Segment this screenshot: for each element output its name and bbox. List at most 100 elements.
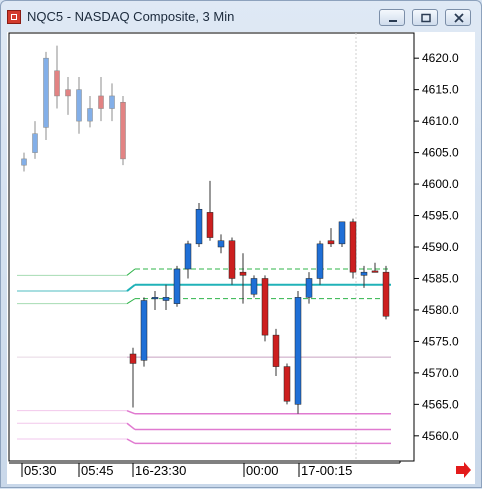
candle-body — [250, 278, 258, 295]
y-tick-label: 4620.0 — [422, 51, 459, 65]
prior-candle[interactable] — [87, 95, 93, 128]
prior-candle-body — [43, 57, 49, 128]
maximize-icon — [421, 13, 431, 23]
prior-candle-wrap — [109, 83, 115, 122]
candle[interactable] — [272, 328, 280, 377]
candle[interactable] — [184, 240, 192, 279]
prior-candle[interactable] — [76, 77, 82, 134]
candle[interactable] — [217, 234, 225, 254]
candle-body — [382, 271, 390, 317]
candle[interactable] — [250, 275, 258, 298]
prior-candle-body — [87, 108, 93, 122]
candle[interactable] — [162, 284, 170, 310]
prior-candle-body — [109, 95, 115, 109]
candle-body — [129, 353, 137, 364]
level-step — [126, 298, 136, 305]
title-bar[interactable]: NQC5 - NASDAQ Composite, 3 Min — [1, 1, 481, 31]
candle-body — [349, 221, 357, 273]
candle[interactable] — [360, 265, 368, 288]
minimize-icon — [389, 20, 397, 22]
candle[interactable] — [173, 265, 181, 307]
candle[interactable] — [206, 180, 214, 241]
candle[interactable] — [338, 221, 346, 247]
level-low-2 — [17, 422, 391, 431]
level-step — [126, 283, 136, 292]
close-icon — [454, 13, 464, 23]
prior-candle-wrap — [87, 95, 93, 128]
prior-candle-body — [54, 70, 60, 97]
candle-body — [371, 270, 379, 273]
level-low-3 — [17, 438, 391, 445]
prior-candle-wrap — [54, 45, 60, 109]
candle-body — [327, 240, 335, 245]
x-tick-label: 17-00:15 — [301, 463, 352, 478]
current-session-candles — [129, 180, 390, 414]
prior-candle-wrap — [120, 95, 126, 166]
scroll-right-button[interactable] — [456, 462, 471, 478]
candle[interactable] — [283, 363, 291, 405]
candle[interactable] — [129, 347, 137, 408]
level-step — [126, 268, 136, 276]
candle[interactable] — [349, 218, 357, 279]
candle[interactable] — [140, 297, 148, 367]
prior-candle[interactable] — [120, 95, 126, 166]
prior-candle[interactable] — [65, 77, 71, 115]
maximize-button[interactable] — [412, 9, 438, 26]
candle[interactable] — [371, 262, 379, 273]
candle[interactable] — [305, 272, 313, 304]
candle-body — [261, 278, 269, 336]
prior-candle-body — [98, 95, 104, 109]
prior-candle[interactable] — [32, 121, 38, 159]
y-tick-label: 4600.0 — [422, 177, 459, 191]
minimize-button[interactable] — [379, 9, 405, 26]
candle[interactable] — [228, 237, 236, 285]
y-tick-label: 4590.0 — [422, 240, 459, 254]
window-title: NQC5 - NASDAQ Composite, 3 Min — [27, 9, 235, 24]
x-tick-label: 05:45 — [81, 463, 114, 478]
prior-candle[interactable] — [109, 83, 115, 122]
level-low-1 — [17, 409, 391, 415]
prior-candle-body — [65, 89, 71, 97]
candle-body — [294, 297, 302, 405]
chart-app-icon[interactable] — [7, 10, 21, 24]
prior-candle-body — [120, 101, 126, 160]
candle[interactable] — [327, 228, 335, 247]
price-axis[interactable]: 4620.0 4615.0 4610.0 4605.0 4600.0 4595.0 4590… — [414, 51, 459, 443]
candle[interactable] — [382, 265, 390, 320]
level-step — [126, 422, 136, 431]
prior-candle-wrap — [21, 152, 27, 172]
candle[interactable] — [294, 291, 302, 414]
candle[interactable] — [316, 240, 324, 285]
y-tick-label: 4580.0 — [422, 303, 459, 317]
candle-body — [206, 212, 214, 238]
candle-body — [173, 268, 181, 304]
level-step — [126, 409, 136, 415]
prior-candle[interactable] — [43, 51, 49, 140]
y-tick-label: 4615.0 — [422, 83, 459, 97]
prior-candle[interactable] — [98, 77, 104, 122]
candle-body — [162, 297, 170, 301]
y-tick-label: 4565.0 — [422, 397, 459, 411]
level-step — [126, 438, 136, 445]
prior-candle-wrap — [65, 77, 71, 115]
right-arrow-icon[interactable] — [456, 462, 471, 478]
candle-body — [140, 300, 148, 361]
candle[interactable] — [195, 202, 203, 247]
candle-body — [305, 278, 313, 298]
prior-candle[interactable] — [21, 152, 27, 172]
prior-candle-wrap — [98, 77, 104, 122]
candle-body — [338, 221, 346, 245]
time-axis[interactable]: 05:30 05:45 16-23:30 00:00 17-00:15 — [21, 463, 352, 478]
close-button[interactable] — [445, 9, 471, 26]
x-tick-label: 05:30 — [24, 463, 57, 478]
x-tick-label: 00:00 — [246, 463, 279, 478]
candle-body — [316, 243, 324, 279]
candle-body — [283, 366, 291, 402]
candle[interactable] — [261, 275, 269, 342]
y-tick-label: 4575.0 — [422, 334, 459, 348]
candle[interactable] — [239, 253, 247, 304]
candle[interactable] — [151, 291, 159, 310]
prior-candle[interactable] — [54, 45, 60, 109]
prior-candle-body — [32, 133, 38, 153]
